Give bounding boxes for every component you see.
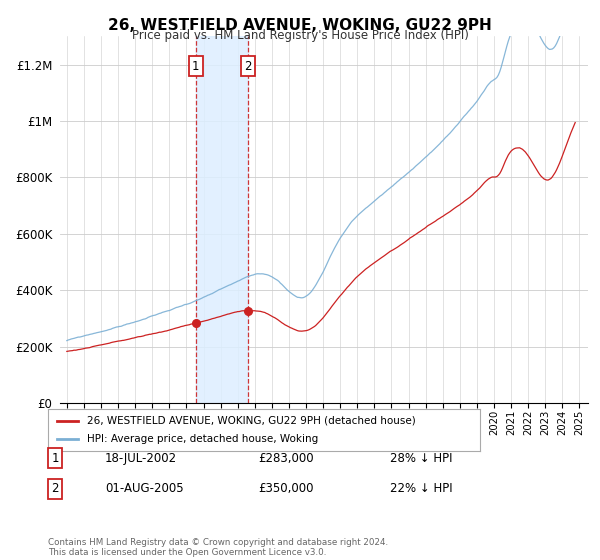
Text: 18-JUL-2002: 18-JUL-2002 [105,451,177,465]
Text: 22% ↓ HPI: 22% ↓ HPI [390,482,452,496]
Text: 01-AUG-2005: 01-AUG-2005 [105,482,184,496]
Text: 1: 1 [192,59,199,73]
Text: 2: 2 [244,59,251,73]
Text: 26, WESTFIELD AVENUE, WOKING, GU22 9PH (detached house): 26, WESTFIELD AVENUE, WOKING, GU22 9PH (… [87,416,416,426]
Text: 28% ↓ HPI: 28% ↓ HPI [390,451,452,465]
Text: Contains HM Land Registry data © Crown copyright and database right 2024.
This d: Contains HM Land Registry data © Crown c… [48,538,388,557]
Text: 2: 2 [52,482,59,496]
Text: £350,000: £350,000 [258,482,314,496]
Text: £283,000: £283,000 [258,451,314,465]
Text: HPI: Average price, detached house, Woking: HPI: Average price, detached house, Woki… [87,434,318,444]
Text: 26, WESTFIELD AVENUE, WOKING, GU22 9PH: 26, WESTFIELD AVENUE, WOKING, GU22 9PH [108,18,492,33]
Text: Price paid vs. HM Land Registry's House Price Index (HPI): Price paid vs. HM Land Registry's House … [131,29,469,42]
Text: 1: 1 [52,451,59,465]
Bar [196,36,248,403]
